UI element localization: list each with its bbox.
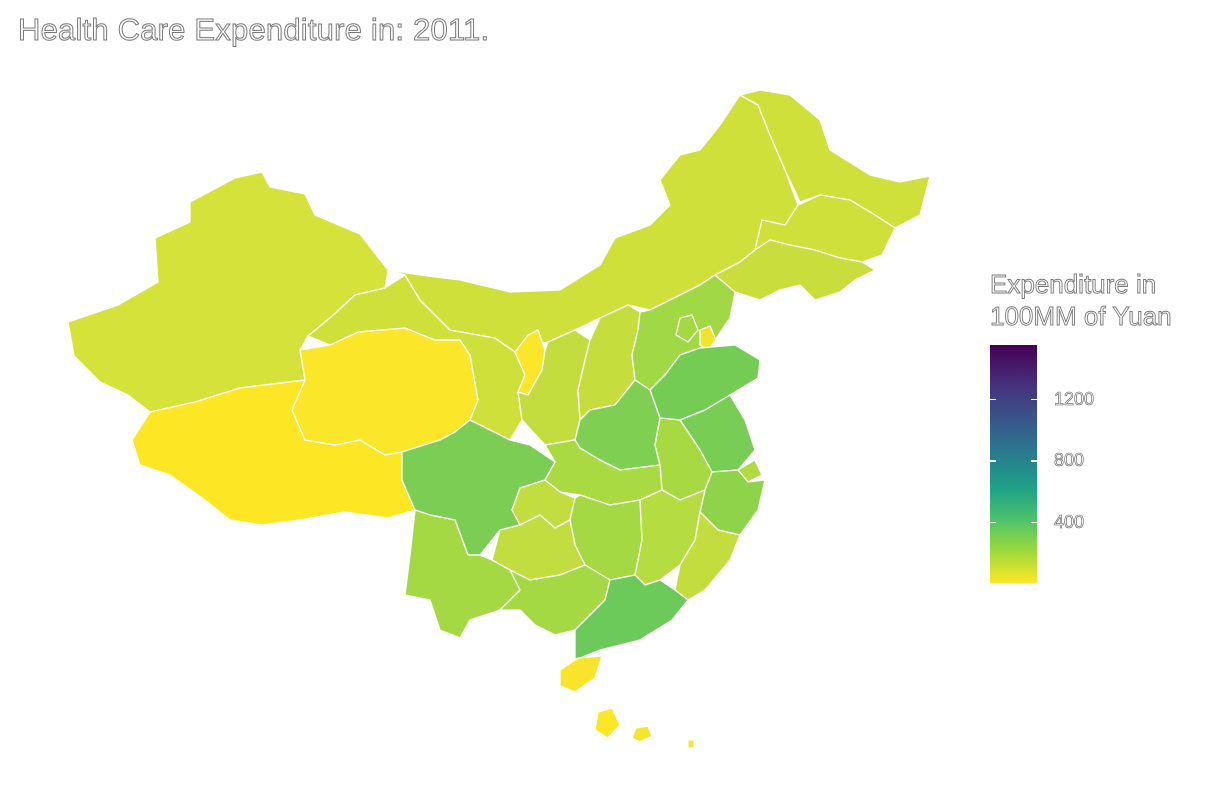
legend-tick-left <box>990 521 996 524</box>
legend-tick-left <box>990 460 996 462</box>
legend-tick-label: 1200 <box>1054 388 1095 409</box>
map-title: Health Care Expenditure in: 2011. <box>17 12 490 48</box>
legend-tick-label: 400 <box>1054 511 1085 532</box>
province-guangdong <box>574 574 689 661</box>
island-2 <box>687 739 695 749</box>
province-hainan <box>559 655 603 693</box>
province-liaoning <box>714 239 876 301</box>
province-tianjin <box>699 325 717 351</box>
legend-title-line2: 100MM of Yuan <box>990 301 1173 332</box>
province-fujian <box>674 511 741 601</box>
legend-tick-right <box>1031 521 1037 524</box>
island-1 <box>631 725 653 743</box>
legend-colorbar <box>990 345 1037 583</box>
legend-tick-label: 800 <box>1054 450 1085 471</box>
legend-title: Expenditure in 100MM of Yuan <box>990 268 1173 332</box>
legend-tick-left <box>990 398 996 401</box>
legend-tick-right <box>1031 460 1037 462</box>
china-choropleth-map <box>67 89 931 749</box>
legend-tick-right <box>1031 398 1037 401</box>
province-heilongjiang <box>739 89 931 229</box>
province-inner-mongolia <box>387 94 799 353</box>
province-beijing <box>675 314 699 343</box>
province-taiwan <box>594 707 621 739</box>
legend-title-line1: Expenditure in <box>990 269 1157 300</box>
